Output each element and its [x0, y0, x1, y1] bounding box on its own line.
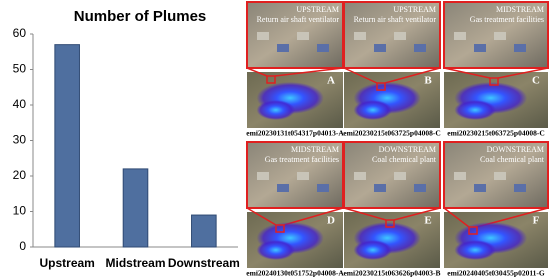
panel-stage: UPSTREAM [393, 5, 436, 14]
bar [54, 44, 80, 248]
panel-facility: Gas treatment facilities [265, 155, 339, 164]
building [474, 44, 486, 52]
panel-stage: DOWNSTREAM [379, 145, 436, 154]
y-tick-label: 30 [13, 133, 27, 147]
zoom-line [497, 67, 549, 79]
panel-letter: B [424, 75, 432, 87]
source-box [489, 77, 499, 86]
building [394, 172, 406, 180]
building [317, 44, 329, 52]
plume [454, 240, 497, 260]
building [354, 172, 366, 180]
panel-facility: Coal chemical plant [480, 155, 545, 164]
building [277, 184, 289, 192]
panel-letter: E [424, 215, 431, 227]
building [374, 44, 386, 52]
y-tick-label: 20 [13, 168, 27, 182]
y-tick-label: 50 [13, 62, 27, 76]
building [454, 172, 466, 180]
source-box [266, 75, 276, 84]
building [474, 184, 486, 192]
panel-caption: emi20240130t051752p04008-A [246, 269, 344, 278]
zoom-line [443, 67, 491, 79]
x-tick-label: Upstream [39, 256, 94, 270]
source-box [376, 82, 386, 91]
building [257, 32, 269, 40]
panel-facility: Gas treatment facilities [470, 15, 544, 24]
source-box [385, 219, 395, 228]
plume [353, 240, 392, 260]
building [414, 184, 426, 192]
panel-letter: C [532, 75, 540, 87]
building [297, 32, 309, 40]
zoom-line [246, 207, 277, 226]
panel-caption: emi20240405t030455p02011-G [447, 269, 545, 278]
building [277, 44, 289, 52]
y-tick-label: 60 [13, 26, 27, 40]
building [394, 32, 406, 40]
y-tick-label: 0 [19, 239, 26, 253]
plume [256, 100, 295, 120]
building [354, 32, 366, 40]
panel-caption: emi20230215t063725p04008-C [447, 129, 545, 138]
building [414, 44, 426, 52]
zoom-line [343, 67, 378, 84]
panel-facility: Coal chemical plant [372, 155, 437, 164]
building [494, 172, 506, 180]
panel-caption: emi20230131t054317p04013-A [246, 129, 344, 138]
chart-title: Number of Plumes [74, 8, 207, 25]
panel-letter: F [533, 215, 540, 227]
source-box [275, 224, 285, 233]
building [514, 184, 526, 192]
panel-stage: UPSTREAM [296, 5, 339, 14]
y-tick-label: 10 [13, 204, 27, 218]
panel-stage: DOWNSTREAM [487, 145, 544, 154]
x-tick-label: Midstream [105, 256, 165, 270]
bar [122, 168, 149, 248]
building [374, 184, 386, 192]
zoom-line [384, 67, 441, 84]
panel-facility: Return air shaft ventilator [354, 15, 437, 24]
zoom-line [393, 207, 441, 221]
zoom-line [443, 207, 470, 228]
panel-stage: MIDSTREAM [291, 145, 339, 154]
zoom-line [343, 207, 387, 221]
zoom-line [246, 67, 268, 77]
panel-letter: A [327, 75, 335, 87]
plume [353, 100, 392, 120]
plume [454, 100, 497, 120]
panel-caption: emi20230215t063626p04003-B [343, 269, 440, 278]
panel-stage: MIDSTREAM [496, 5, 544, 14]
building [257, 172, 269, 180]
source-box [468, 226, 478, 235]
panel-letter: D [327, 215, 335, 227]
building [297, 172, 309, 180]
building [454, 32, 466, 40]
panel-caption: emi20230215t063725p04008-C [343, 129, 441, 138]
plume [256, 240, 295, 260]
building [317, 184, 329, 192]
building [494, 32, 506, 40]
x-tick-label: Downstream [168, 256, 240, 270]
y-tick-label: 40 [13, 97, 27, 111]
building [514, 44, 526, 52]
panel-facility: Return air shaft ventilator [257, 15, 340, 24]
bar [191, 214, 217, 248]
zoom-line [274, 67, 344, 77]
